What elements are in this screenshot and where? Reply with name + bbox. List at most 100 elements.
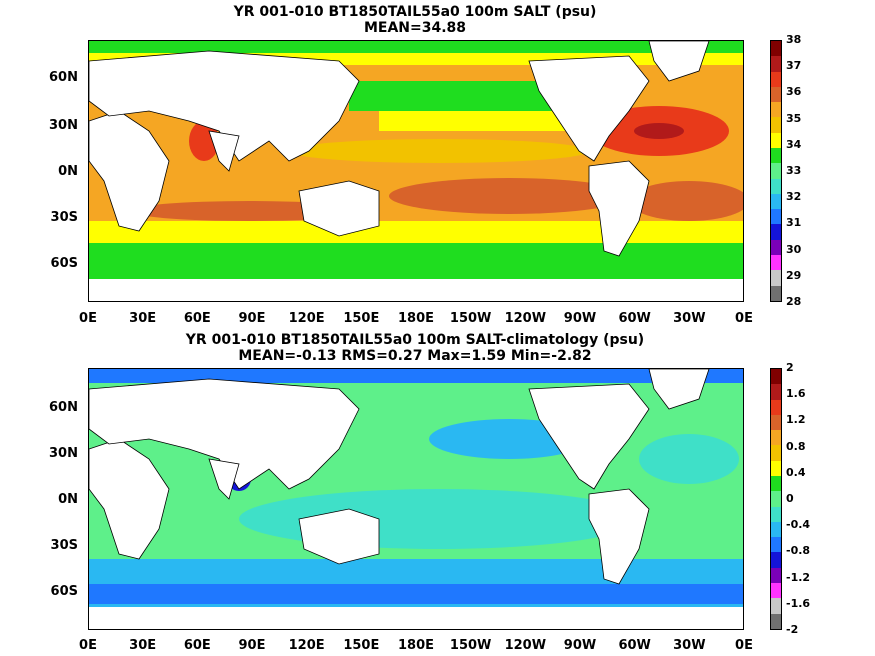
colorbar-label: 34 <box>786 137 802 151</box>
colorbar-swatch <box>771 399 781 415</box>
colorbar-swatch <box>771 613 781 629</box>
panel2-lon-label: 120W <box>504 638 547 653</box>
panel2-lon-label: 90W <box>563 638 597 653</box>
panel2-lon-label: 60E <box>183 638 211 653</box>
panel2-lon-label: 0E <box>79 638 97 653</box>
panel1-lon-label: 120W <box>504 311 547 326</box>
colorbar-swatch <box>771 117 781 133</box>
panel1-lon-label: 60W <box>618 311 651 326</box>
panel2-lat-label: 0N <box>58 492 78 507</box>
colorbar-label: 32 <box>786 190 802 204</box>
colorbar-swatch <box>771 132 781 148</box>
colorbar-swatch <box>771 460 781 476</box>
panel1-lon-label: 90W <box>563 311 597 326</box>
panel1-lon-label: 0E <box>79 311 97 326</box>
colorbar-swatch <box>771 270 781 286</box>
colorbar-label: 1.2 <box>786 413 806 427</box>
salinity-map <box>88 40 744 302</box>
panel1-lon-label: 120E <box>288 311 325 326</box>
colorbar-label: 38 <box>786 33 802 46</box>
colorbar-label: -0.4 <box>786 518 811 532</box>
panel2-colorbar <box>770 368 782 630</box>
panel2-lon-label: 60W <box>618 638 651 653</box>
colorbar-label: 1.6 <box>786 387 806 401</box>
colorbar-swatch <box>771 598 781 614</box>
colorbar-label: 0.4 <box>786 465 806 479</box>
panel1-lon-label: 90E <box>238 311 266 326</box>
panel1-lon-label: 150E <box>343 311 380 326</box>
colorbar-swatch <box>771 521 781 538</box>
colorbar-swatch <box>771 41 781 57</box>
colorbar-label: -1.6 <box>786 596 811 610</box>
salinity-anomaly-map-svg <box>89 369 743 629</box>
colorbar-swatch <box>771 178 781 194</box>
colorbar-label: 28 <box>786 295 802 308</box>
colorbar-label: -1.2 <box>786 570 811 584</box>
continents-layer <box>89 41 710 257</box>
colorbar-label: 35 <box>786 111 802 125</box>
colorbar-swatch <box>771 147 781 164</box>
panel2-lon-label: 30E <box>129 638 157 653</box>
colorbar-label: -2 <box>786 623 799 636</box>
panel2-lon-label: 30W <box>673 638 706 653</box>
colorbar-label: 36 <box>786 85 802 99</box>
colorbar-label: 29 <box>786 268 802 282</box>
colorbar-swatch <box>771 552 781 568</box>
continents-layer-2 <box>89 369 710 585</box>
colorbar-label: 31 <box>786 216 802 230</box>
colorbar-label: 37 <box>786 59 802 73</box>
salinity-anomaly-map <box>88 368 744 630</box>
colorbar-swatch <box>771 506 781 522</box>
panel2-lon-label: 180E <box>397 638 435 653</box>
colorbar-label: 33 <box>786 164 802 177</box>
colorbar-swatch <box>771 102 781 118</box>
colorbar-swatch <box>771 582 781 599</box>
panel1-lon-label: 180E <box>397 311 435 326</box>
salinity-map-svg <box>89 41 743 301</box>
colorbar-swatch <box>771 384 781 400</box>
panel2-lon-label: 90E <box>238 638 266 653</box>
panel1-lat-label: 60S <box>50 256 78 271</box>
panel1-lon-label: 60E <box>183 311 211 326</box>
colorbar-swatch <box>771 163 781 179</box>
panel1-title-line2: MEAN=34.88 <box>363 20 467 36</box>
panel2-lon-label: 150E <box>343 638 380 653</box>
panel2-lat-label: 60S <box>50 584 78 599</box>
panel2-lon-label: 150W <box>449 638 492 653</box>
panel2-lon-label: 0E <box>735 638 753 653</box>
colorbar-swatch <box>771 71 781 87</box>
colorbar-swatch <box>771 56 781 72</box>
panel1-lat-label: 60N <box>49 70 78 85</box>
panel1-lon-label: 0E <box>735 311 753 326</box>
panel1-lat-label: 30S <box>50 210 78 225</box>
colorbar-swatch <box>771 86 781 103</box>
panel1-lon-label: 30W <box>673 311 706 326</box>
colorbar-label: -0.8 <box>786 544 811 558</box>
colorbar-label: 0.8 <box>786 439 806 453</box>
panel2-title-line1: YR 001-010 BT1850TAIL55a0 100m SALT-clim… <box>185 332 645 348</box>
panel1-lon-label: 150W <box>449 311 492 326</box>
panel1-colorbar <box>770 40 782 302</box>
colorbar-swatch <box>771 491 781 507</box>
colorbar-swatch <box>771 239 781 255</box>
colorbar-swatch <box>771 445 781 461</box>
colorbar-swatch <box>771 430 781 446</box>
colorbar-swatch <box>771 475 781 492</box>
colorbar-swatch <box>771 567 781 583</box>
colorbar-label: 2 <box>786 361 794 374</box>
panel1-title-line1: YR 001-010 BT1850TAIL55a0 100m SALT (psu… <box>233 4 597 20</box>
panel2-lat-label: 60N <box>49 400 78 415</box>
colorbar-swatch <box>771 254 781 271</box>
colorbar-swatch <box>771 537 781 553</box>
panel2-lat-label: 30N <box>49 446 78 461</box>
panel2-lat-label: 30S <box>50 538 78 553</box>
panel2-title-line2: MEAN=-0.13 RMS=0.27 Max=1.59 Min=-2.82 <box>238 348 592 364</box>
colorbar-swatch <box>771 224 781 240</box>
colorbar-label: 30 <box>786 242 802 256</box>
colorbar-swatch <box>771 209 781 225</box>
colorbar-swatch <box>771 414 781 431</box>
colorbar-label: 0 <box>786 492 794 505</box>
colorbar-swatch <box>771 285 781 301</box>
panel1-lat-label: 30N <box>49 118 78 133</box>
panel1-lat-label: 0N <box>58 164 78 179</box>
